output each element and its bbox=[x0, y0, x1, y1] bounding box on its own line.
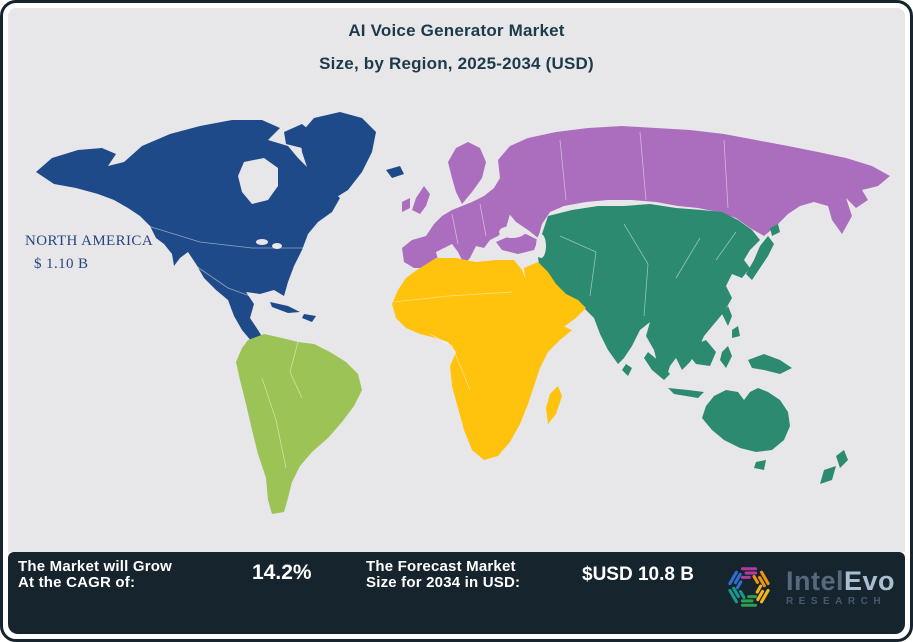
cagr-label-line1: The Market will Grow bbox=[18, 558, 173, 575]
cagr-label-line2: At the CAGR of: bbox=[18, 574, 136, 591]
country-borders bbox=[147, 131, 737, 469]
intelevo-logo-name: IntelEvo bbox=[785, 565, 895, 596]
region-north-america bbox=[36, 112, 404, 342]
region-africa-middle-east bbox=[392, 258, 586, 460]
forecast-value: $USD 10.8 B bbox=[582, 564, 694, 585]
water-bodies bbox=[238, 158, 546, 258]
north-america-label: NORTH AMERICA $ 1.10 B bbox=[25, 230, 153, 276]
forecast-label: The Forecast Market Size for 2034 in USD… bbox=[366, 559, 520, 591]
region-south-america bbox=[236, 334, 362, 514]
cagr-label: The Market will Grow At the CAGR of: bbox=[18, 559, 172, 591]
cagr-value: 14.2% bbox=[252, 561, 312, 584]
world-map bbox=[36, 112, 890, 514]
intelevo-logo-name-part2: Evo bbox=[843, 565, 895, 596]
intelevo-logo: IntelEvo RESEARCH bbox=[722, 560, 895, 614]
intelevo-logo-name-part1: Intel bbox=[785, 565, 844, 596]
forecast-label-line2: Size for 2034 in USD: bbox=[366, 574, 521, 591]
north-america-label-region: NORTH AMERICA bbox=[25, 233, 154, 249]
footer-bar: The Market will Grow At the CAGR of: 14.… bbox=[8, 552, 905, 634]
intelevo-logo-icon bbox=[728, 567, 770, 607]
intelevo-logo-text: IntelEvo RESEARCH bbox=[785, 565, 895, 607]
region-asia-pacific bbox=[538, 204, 848, 484]
intelevo-logo-subtitle: RESEARCH bbox=[785, 595, 887, 607]
north-america-label-value: $ 1.10 B bbox=[34, 256, 89, 272]
region-europe-russia bbox=[402, 126, 890, 268]
infographic-content: AI Voice Generator Market Size, by Regio… bbox=[8, 8, 905, 634]
map-panel: AI Voice Generator Market Size, by Regio… bbox=[8, 8, 905, 552]
forecast-label-line1: The Forecast Market bbox=[366, 558, 516, 575]
